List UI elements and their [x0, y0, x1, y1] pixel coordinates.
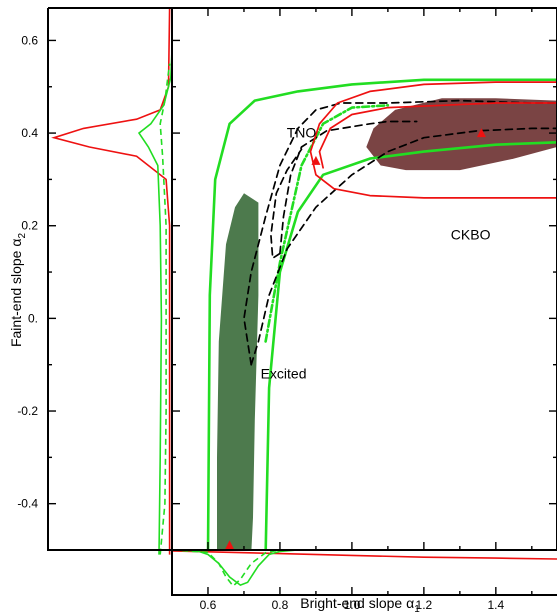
marginal-x-ckbo	[171, 550, 557, 560]
contour-8-ckbo-inner-red	[318, 102, 557, 169]
contour-6-tno-loop-black-dashed	[270, 148, 303, 260]
bottom-marginal-frame	[171, 550, 557, 596]
marginal-x-excited	[171, 549, 298, 587]
x-tick-label: 1.4	[487, 598, 504, 612]
contour-lines	[206, 78, 557, 550]
best-fit-marker-tno	[311, 155, 321, 165]
region-excited	[217, 193, 259, 550]
y-tick-label: -0.4	[17, 497, 38, 511]
marginal-x-curves	[171, 549, 557, 588]
axis-ticks	[48, 8, 557, 595]
x-tick-label: 0.6	[200, 598, 217, 612]
marginal-y-excited	[137, 49, 173, 555]
x-axis-label: Bright-end slope α1	[300, 595, 420, 614]
region-label-tno: TNO	[287, 125, 317, 141]
region-label-ckbo: CKBO	[451, 227, 491, 243]
x-tick-label: 0.8	[272, 598, 289, 612]
y-tick-label: 0.2	[21, 219, 38, 233]
axes-frames	[47, 7, 557, 596]
main-plot-frame	[171, 7, 557, 551]
x-tick-label: 1.2	[416, 598, 433, 612]
marginal-y-ckbo	[51, 7, 171, 555]
region-label-excited: Excited	[261, 366, 307, 382]
marginal-y-curves	[51, 7, 173, 555]
marginal-x-tno	[171, 549, 281, 588]
best-fit-markers	[225, 128, 486, 550]
best-fit-marker-excited	[225, 540, 235, 550]
contour-3-tno-outer-black-dashed	[243, 99, 557, 366]
region-ckbo	[366, 98, 557, 171]
contour-7-ckbo-1-red	[309, 81, 557, 199]
y-tick-label: 0.4	[21, 126, 38, 140]
tick-labels: 0.6 0.8 1.0 1.2 1.4 -0.4 -0.2 0. 0.2 0.4 0.6	[17, 33, 504, 612]
y-tick-label: 0.	[28, 311, 38, 325]
x-tick-label: 1.0	[344, 598, 361, 612]
y-tick-label: -0.2	[17, 404, 38, 418]
contour-5-tno-lower-black-dashed	[250, 127, 557, 366]
best-fit-marker-ckbo	[476, 128, 486, 138]
y-axis-label: Faint-end slope α2	[8, 233, 28, 348]
marginal-y-tno	[159, 63, 171, 555]
contour-0-excited-1-green	[206, 78, 557, 550]
contour-1-excited-inner-green	[264, 141, 557, 550]
left-marginal-frame	[47, 7, 172, 551]
y-tick-label: 0.6	[21, 33, 38, 47]
